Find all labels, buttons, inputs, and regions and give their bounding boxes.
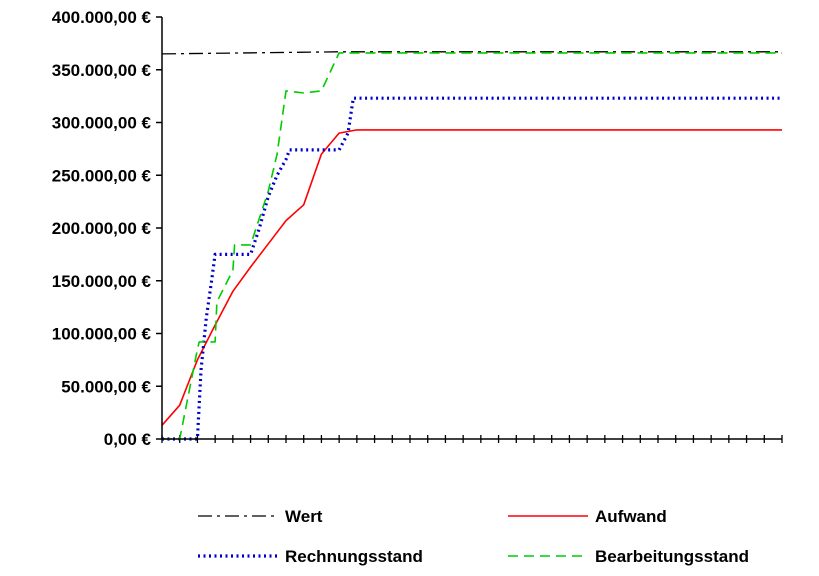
legend-label-aufwand: Aufwand [595, 507, 667, 526]
series-line-bearbeitungsstand [162, 52, 782, 440]
y-tick-label: 200.000,00 € [52, 219, 152, 238]
legend: Wert Aufwand Rechnungsstand Bearbeitungssta… [198, 507, 749, 566]
y-axis-ticks: 0,00 € 50.000,00 € 100.000,00 € 150.000,00 … [52, 8, 162, 449]
y-tick-label: 100.000,00 € [52, 325, 152, 344]
y-tick-label: 300.000,00 € [52, 114, 152, 133]
y-tick-label: 0,00 € [104, 430, 152, 449]
series-line-rechnungsstand [162, 96, 782, 441]
y-tick-label: 150.000,00 € [52, 272, 152, 291]
y-tick-label: 50.000,00 € [61, 377, 151, 396]
legend-label-bearbeitungsstand: Bearbeitungsstand [595, 547, 749, 566]
series-line-wert [161, 51, 782, 55]
legend-label-rechnungsstand: Rechnungsstand [285, 547, 423, 566]
y-tick-label: 400.000,00 € [52, 8, 152, 27]
axes [161, 17, 782, 440]
series-lines [161, 51, 782, 441]
y-tick-label: 250.000,00 € [52, 166, 152, 185]
y-tick-label: 350.000,00 € [52, 61, 152, 80]
series-line-aufwand [161, 129, 782, 426]
legend-label-wert: Wert [285, 507, 323, 526]
